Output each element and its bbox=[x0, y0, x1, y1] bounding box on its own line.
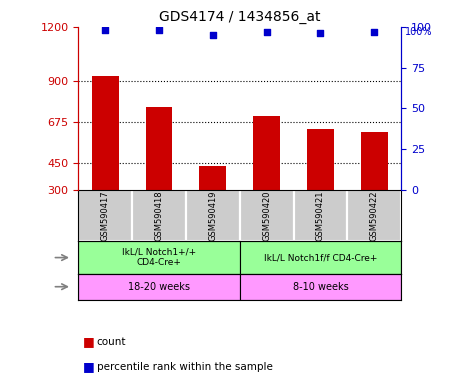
Point bbox=[209, 32, 217, 38]
Bar bbox=[132, 190, 186, 241]
Bar bbox=[240, 241, 401, 274]
Text: GSM590419: GSM590419 bbox=[208, 190, 217, 241]
Bar bbox=[253, 116, 280, 244]
Bar bbox=[240, 274, 401, 300]
Bar bbox=[307, 129, 334, 244]
Text: GSM590421: GSM590421 bbox=[316, 190, 325, 241]
Text: ■: ■ bbox=[83, 335, 95, 348]
Point bbox=[263, 29, 270, 35]
Text: GSM590420: GSM590420 bbox=[262, 190, 271, 241]
Point bbox=[371, 29, 378, 35]
Bar bbox=[361, 132, 388, 244]
Bar bbox=[240, 190, 294, 241]
Text: IkL/L Notch1f/f CD4-Cre+: IkL/L Notch1f/f CD4-Cre+ bbox=[264, 253, 377, 262]
Bar bbox=[347, 190, 401, 241]
Text: 8-10 weeks: 8-10 weeks bbox=[293, 282, 348, 292]
Bar bbox=[186, 190, 240, 241]
Text: GSM590418: GSM590418 bbox=[154, 190, 164, 241]
Bar bbox=[199, 166, 226, 244]
Text: GSM590417: GSM590417 bbox=[101, 190, 110, 241]
Point bbox=[155, 27, 163, 33]
Text: count: count bbox=[97, 337, 126, 347]
Text: ■: ■ bbox=[83, 360, 95, 373]
Bar bbox=[78, 190, 132, 241]
Text: GSM590422: GSM590422 bbox=[370, 190, 378, 241]
Bar bbox=[78, 241, 240, 274]
Bar bbox=[78, 274, 240, 300]
Text: IkL/L Notch1+/+
CD4-Cre+: IkL/L Notch1+/+ CD4-Cre+ bbox=[122, 248, 196, 267]
Bar bbox=[294, 190, 347, 241]
Point bbox=[101, 27, 109, 33]
Point bbox=[317, 30, 324, 36]
Text: percentile rank within the sample: percentile rank within the sample bbox=[97, 362, 273, 372]
Title: GDS4174 / 1434856_at: GDS4174 / 1434856_at bbox=[159, 10, 320, 25]
Text: 100%: 100% bbox=[405, 27, 433, 37]
Bar bbox=[146, 107, 172, 244]
Text: 18-20 weeks: 18-20 weeks bbox=[128, 282, 190, 292]
Bar bbox=[92, 76, 118, 244]
